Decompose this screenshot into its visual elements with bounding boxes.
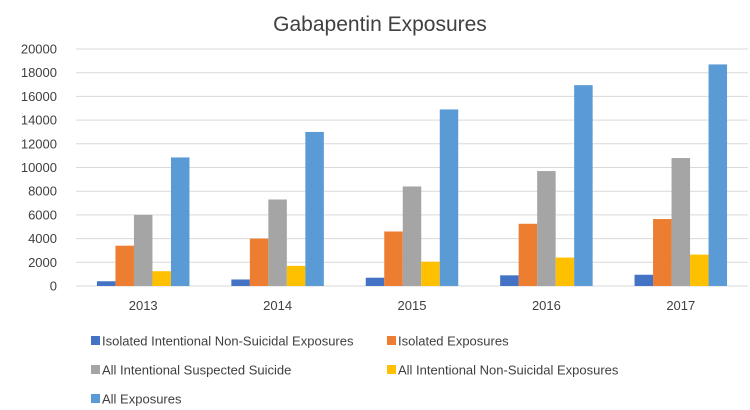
legend-swatch xyxy=(91,394,100,403)
bar xyxy=(96,281,116,286)
x-axis-ticks: 2013 2014 2015 2016 2017 xyxy=(129,298,696,313)
bar xyxy=(249,238,269,286)
bar xyxy=(115,245,134,286)
y-tick-label: 4000 xyxy=(28,231,57,246)
bar xyxy=(671,158,691,286)
bar xyxy=(231,279,250,286)
legend-label: All Intentional Non-Suicidal Exposures xyxy=(398,363,619,378)
legend-swatch xyxy=(387,336,396,345)
y-tick-label: 20000 xyxy=(21,42,57,57)
bar xyxy=(305,131,324,286)
y-tick-label: 8000 xyxy=(28,184,57,199)
bar xyxy=(402,186,422,286)
bar xyxy=(365,277,385,286)
bar xyxy=(653,219,672,286)
bar xyxy=(537,171,556,286)
legend-label: Isolated Intentional Non-Suicidal Exposu… xyxy=(102,334,354,349)
y-tick-label: 0 xyxy=(50,279,57,294)
bar xyxy=(518,223,538,286)
x-tick-label: 2013 xyxy=(129,298,158,313)
legend-swatch xyxy=(91,365,100,374)
bar xyxy=(574,85,593,286)
bar xyxy=(268,199,287,286)
y-tick-label: 18000 xyxy=(21,65,57,80)
legend-label: All Exposures xyxy=(102,392,182,407)
y-tick-label: 6000 xyxy=(28,207,57,222)
bar xyxy=(708,64,728,286)
bar xyxy=(555,257,575,286)
y-tick-label: 10000 xyxy=(21,160,57,175)
y-tick-label: 14000 xyxy=(21,113,57,128)
bars xyxy=(96,64,728,286)
bar xyxy=(152,271,171,286)
legend-label: All Intentional Suspected Suicide xyxy=(102,363,291,378)
bar xyxy=(500,275,519,286)
bar xyxy=(634,274,654,286)
legend-label: Isolated Exposures xyxy=(398,334,509,349)
bar xyxy=(133,214,153,286)
bar xyxy=(421,261,440,286)
bar xyxy=(439,109,459,286)
y-tick-label: 12000 xyxy=(21,136,57,151)
legend: Isolated Intentional Non-Suicidal Exposu… xyxy=(91,334,619,407)
x-tick-label: 2014 xyxy=(263,298,292,313)
legend-swatch xyxy=(91,336,100,345)
bar xyxy=(286,265,306,286)
x-tick-label: 2016 xyxy=(532,298,561,313)
x-tick-label: 2017 xyxy=(666,298,695,313)
legend-swatch xyxy=(387,365,396,374)
y-tick-label: 16000 xyxy=(21,89,57,104)
x-tick-label: 2015 xyxy=(398,298,427,313)
bar xyxy=(384,231,403,286)
y-tick-label: 2000 xyxy=(28,255,57,270)
chart-title: Gabapentin Exposures xyxy=(273,13,487,36)
bar xyxy=(170,157,190,286)
bar xyxy=(690,254,709,286)
y-axis-ticks: 0 2000 4000 6000 8000 10000 12000 14000 16000 180… xyxy=(21,42,57,294)
